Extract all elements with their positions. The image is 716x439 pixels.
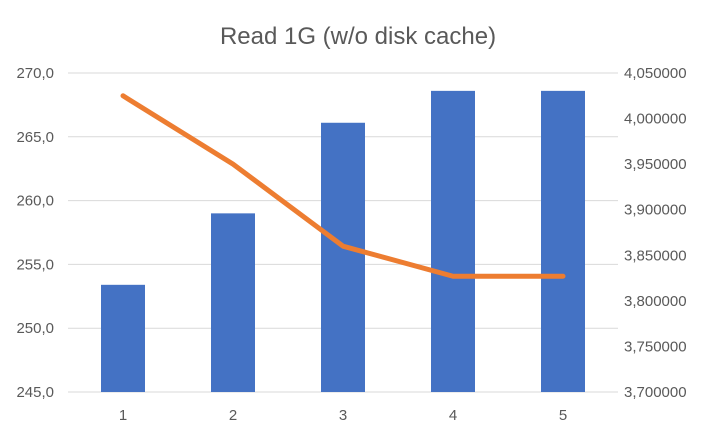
x-tick-label: 5 [559,407,567,424]
bar [321,122,365,392]
right-tick-label: 3,950000 [624,156,687,173]
right-tick-label: 3,750000 [624,338,687,355]
secondary-y-axis: 3,700000 3,750000 3,800000 3,850000 3,900000… [624,65,687,401]
line-series [120,93,566,279]
x-tick-label: 4 [449,407,457,424]
chart-title: Read 1G (w/o disk cache) [220,23,496,50]
left-tick-label: 250,0 [16,320,54,337]
right-tick-label: 3,700000 [624,384,687,401]
bar-series [101,90,585,392]
bar [541,90,585,392]
left-tick-label: 245,0 [16,384,54,401]
primary-y-axis: 245,0 250,0 255,0 260,0 265,0 270,0 [16,65,54,401]
right-tick-label: 4,050000 [624,65,687,82]
x-axis: 1 2 3 4 5 [119,407,567,424]
right-tick-label: 3,900000 [624,202,687,219]
bar [431,90,475,392]
bar [211,213,255,392]
bar [101,284,145,392]
left-tick-label: 265,0 [16,129,54,146]
right-tick-label: 3,850000 [624,247,687,264]
right-tick-label: 4,000000 [624,111,687,128]
right-tick-label: 3,800000 [624,293,687,310]
left-tick-label: 255,0 [16,256,54,273]
x-tick-label: 2 [229,407,237,424]
left-tick-label: 270,0 [16,65,54,82]
x-tick-label: 1 [119,407,127,424]
x-tick-label: 3 [339,407,347,424]
left-tick-label: 260,0 [16,193,54,210]
